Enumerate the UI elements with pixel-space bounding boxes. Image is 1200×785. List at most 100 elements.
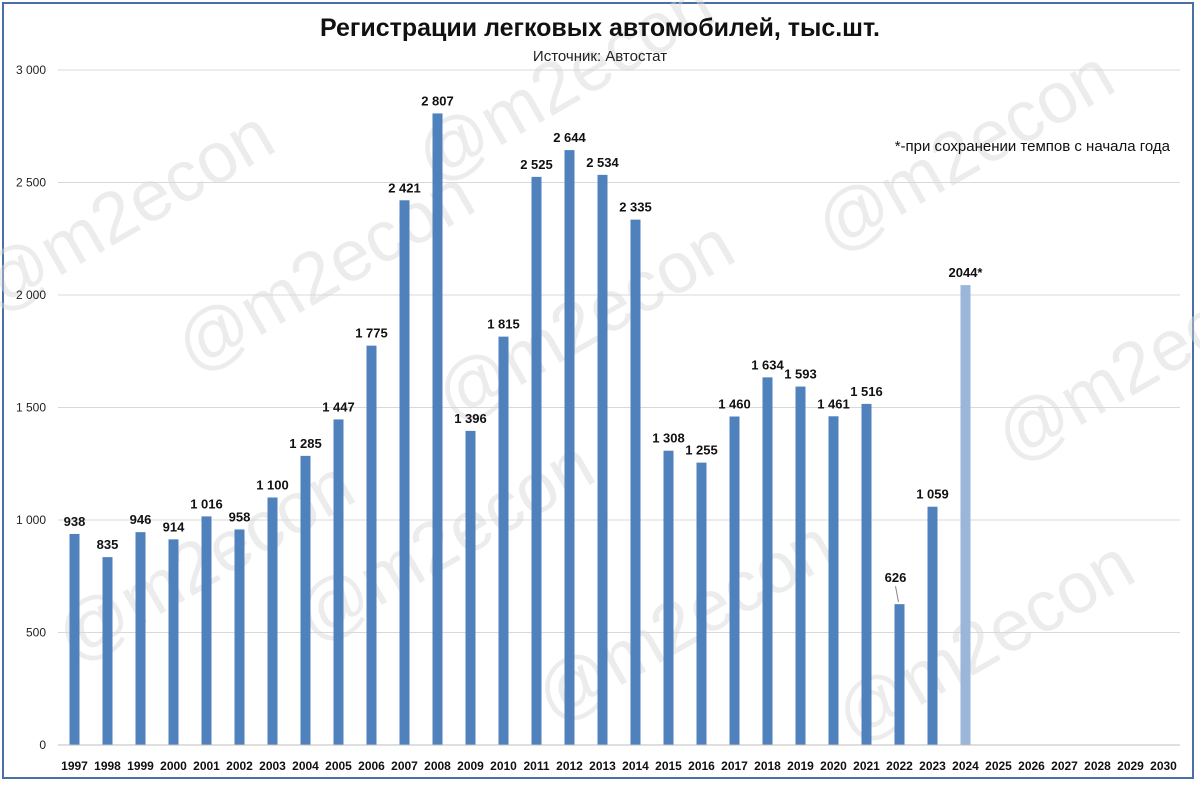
x-tick-label: 2022 [886,759,913,773]
x-tick-label: 2016 [688,759,715,773]
x-tick-label: 2007 [391,759,418,773]
x-tick-label: 1999 [127,759,154,773]
data-label: 2 421 [388,180,421,195]
bar [465,430,476,745]
y-tick-label: 3 000 [16,63,46,77]
x-tick-label: 2021 [853,759,880,773]
bar [366,345,377,745]
data-label: 835 [97,537,119,552]
data-label: 2 335 [619,200,652,215]
chart-note: *-при сохранении темпов с начала года [894,138,1170,155]
bar [729,416,740,745]
bar [399,200,410,745]
x-tick-label: 2006 [358,759,385,773]
x-tick-label: 2001 [193,759,220,773]
y-tick-label: 500 [26,626,46,640]
x-tick-label: 2002 [226,759,253,773]
x-tick-label: 2012 [556,759,583,773]
x-tick-label: 2011 [523,759,549,773]
x-tick-label: 2008 [424,759,451,773]
data-label: 1 593 [784,367,817,382]
data-label: 938 [64,514,86,529]
bar [531,176,542,745]
x-tick-label: 2003 [259,759,286,773]
x-tick-label: 2014 [622,759,649,773]
x-tick-label: 2027 [1051,759,1078,773]
bar [135,532,146,745]
data-label: 914 [163,519,185,534]
chart-subtitle: Источник: Автостат [532,48,668,65]
bar [234,529,245,745]
data-label: 1 775 [355,326,388,341]
data-label: 1 308 [652,431,685,446]
bar [861,403,872,745]
data-label: 2044* [949,265,984,280]
data-label: 1 461 [817,396,850,411]
x-tick-label: 2005 [325,759,352,773]
data-label: 1 815 [487,317,520,332]
x-tick-label: 2017 [721,759,748,773]
x-tick-label: 2018 [754,759,781,773]
data-label: 1 255 [685,443,718,458]
bar [69,533,80,745]
y-tick-label: 2 500 [16,176,46,190]
data-label: 626 [885,570,907,585]
x-tick-label: 2028 [1084,759,1111,773]
bar [168,539,179,745]
bar [894,604,905,745]
x-tick-label: 1998 [94,759,121,773]
x-tick-label: 2029 [1117,759,1144,773]
x-tick-label: 2030 [1150,759,1177,773]
bar [960,285,971,745]
data-label: 1 460 [718,397,751,412]
bar [927,506,938,745]
data-label: 1 285 [289,436,322,451]
data-label: 2 644 [553,130,586,145]
bar [696,462,707,745]
x-tick-label: 1997 [61,759,88,773]
x-tick-label: 2000 [160,759,187,773]
bar [597,174,608,746]
x-tick-label: 2019 [787,759,814,773]
x-tick-label: 2004 [292,759,319,773]
bar [630,219,641,745]
data-label: 1 059 [916,487,949,502]
data-label: 958 [229,509,251,524]
bar [564,150,575,746]
data-label: 2 534 [586,155,619,170]
bar [333,419,344,745]
data-label: 2 807 [421,93,454,108]
y-tick-label: 0 [39,738,46,752]
data-label-leader [895,586,899,603]
bar [762,377,773,745]
bar [300,455,311,745]
data-label: 1 634 [751,357,784,372]
y-tick-label: 1 000 [16,513,46,527]
data-label: 1 516 [850,384,883,399]
bar [663,450,674,745]
y-tick-label: 1 500 [16,401,46,415]
data-label: 1 016 [190,496,223,511]
x-tick-label: 2023 [919,759,946,773]
data-label: 1 396 [454,411,487,426]
x-tick-label: 2010 [490,759,517,773]
bar [267,497,278,745]
x-tick-label: 2009 [457,759,484,773]
y-tick-label: 2 000 [16,288,46,302]
bar [102,557,113,745]
data-label: 2 525 [520,157,553,172]
x-tick-label: 2024 [952,759,979,773]
bar [498,336,509,745]
chart-title: Регистрации легковых автомобилей, тыс.шт… [319,14,881,42]
bar [795,386,806,745]
x-tick-label: 2026 [1018,759,1045,773]
data-label: 946 [130,512,152,527]
bar [201,516,212,745]
x-tick-label: 2013 [589,759,616,773]
x-tick-label: 2015 [655,759,682,773]
data-label: 1 100 [256,478,289,493]
data-label: 1 447 [322,399,355,414]
x-tick-label: 2020 [820,759,847,773]
x-tick-label: 2025 [985,759,1012,773]
